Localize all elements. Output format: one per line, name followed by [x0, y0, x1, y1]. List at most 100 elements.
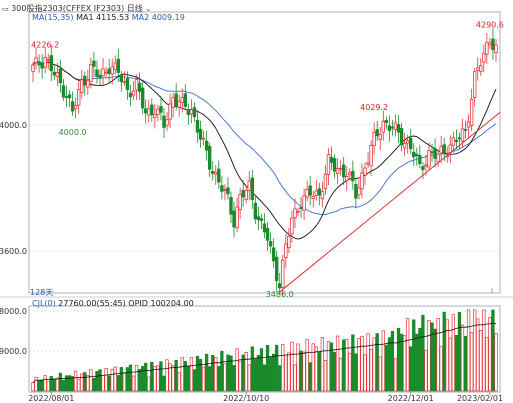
- candle-down: [329, 156, 334, 163]
- candle-up: [153, 114, 157, 119]
- volume-bar-up: [34, 377, 38, 392]
- volume-bar-up: [281, 344, 285, 392]
- volume-bar-down: [268, 356, 273, 392]
- volume-bar-down: [162, 375, 166, 392]
- candle-up: [439, 146, 443, 154]
- volume-bar-down: [220, 350, 224, 392]
- volume-bar-up: [80, 373, 84, 392]
- volume-bar-down: [463, 335, 468, 392]
- volume-bar-up: [77, 378, 81, 392]
- candle-up: [482, 52, 486, 63]
- instrument-header[interactable]: ▭ 300股指2303(CFFEX IF2303) 日线 ⌄: [2, 3, 151, 14]
- volume-bar-down: [40, 379, 44, 392]
- candle-down: [217, 168, 221, 183]
- volume-bar-up: [284, 354, 288, 392]
- price-annotation: 4000.0: [59, 128, 87, 137]
- chevron-down-icon[interactable]: ⌄: [145, 5, 152, 13]
- volume-bar-down: [415, 333, 419, 392]
- candle-up: [247, 180, 251, 191]
- volume-bar-up: [31, 382, 35, 392]
- ma1-line: [32, 61, 497, 240]
- volume-bar-up: [460, 324, 465, 392]
- volume-bar-up: [381, 330, 385, 392]
- volume-bar-down: [192, 369, 197, 392]
- price-panel-frame: [28, 11, 501, 294]
- volume-bar-down: [250, 346, 254, 392]
- candle-down: [198, 128, 203, 140]
- candle-up: [363, 167, 367, 176]
- volume-bar-up: [320, 337, 325, 392]
- candle-up: [201, 137, 206, 140]
- volume-bar-up: [357, 338, 361, 392]
- volume-bar-down: [442, 311, 446, 392]
- candle-down: [174, 93, 178, 107]
- volume-bar-up: [345, 339, 349, 392]
- candle-up: [180, 96, 184, 104]
- candle-up: [311, 196, 315, 199]
- volume-bar-down: [433, 328, 437, 392]
- volume-bar-up: [305, 339, 309, 392]
- ma1-label: MA1: [76, 13, 94, 22]
- ma-indicator-label[interactable]: MA(15,35): [32, 13, 74, 22]
- candle-down: [268, 241, 273, 247]
- price-annotation: 3486.0: [266, 290, 294, 299]
- ma1-value: 4115.53: [96, 13, 130, 22]
- volume-bar-up: [156, 365, 160, 392]
- candle-up: [244, 189, 248, 200]
- volume-bar-up: [393, 358, 398, 392]
- volume-bar-up: [168, 363, 172, 392]
- price-tick-label: 3600.0: [0, 247, 27, 256]
- volume-bar-up: [131, 375, 136, 392]
- candle-down: [250, 177, 255, 200]
- volume-bar-down: [342, 339, 346, 392]
- volume-bar-down: [67, 375, 72, 392]
- candle-up: [320, 191, 325, 200]
- candle-up: [177, 100, 181, 108]
- volume-bar-down: [354, 353, 358, 392]
- volume-bar-up: [153, 366, 157, 392]
- volume-bar-down: [275, 344, 279, 392]
- candle-up: [165, 119, 169, 126]
- candle-down: [211, 170, 215, 174]
- volume-bar-down: [329, 342, 334, 392]
- candle-up: [284, 243, 288, 258]
- volume-bar-down: [198, 359, 203, 392]
- volume-bar-down: [421, 314, 425, 392]
- volume-bar-down: [387, 337, 392, 392]
- candle-down: [418, 155, 422, 165]
- volume-bar-down: [256, 355, 261, 392]
- volume-bar-down: [412, 319, 416, 392]
- menu-icon[interactable]: ▭: [2, 5, 9, 13]
- candle-down: [278, 283, 282, 289]
- candle-up: [296, 210, 300, 213]
- candle-down: [232, 210, 236, 228]
- volume-bar-up: [427, 320, 431, 392]
- candle-down: [415, 153, 419, 157]
- candle-down: [116, 58, 120, 73]
- volume-bar-down: [150, 361, 154, 392]
- candle-down: [396, 124, 401, 133]
- volume-indicator-label[interactable]: CJL(0): [32, 299, 56, 308]
- candle-up: [469, 98, 474, 126]
- volume-bar-down: [83, 372, 87, 392]
- candle-up: [73, 104, 78, 109]
- volume-bar-up: [247, 364, 251, 392]
- candle-down: [128, 92, 133, 98]
- candle-up: [281, 259, 285, 288]
- candle-down: [259, 218, 264, 221]
- candle-down: [457, 137, 462, 140]
- candle-up: [34, 57, 38, 63]
- volume-bar-down: [183, 361, 187, 392]
- candle-down: [271, 247, 276, 262]
- volume-bar-down: [128, 364, 133, 392]
- candle-down: [253, 202, 258, 220]
- period-label[interactable]: 日线: [126, 4, 143, 13]
- volume-bar-down: [61, 379, 66, 392]
- volume-bar-up: [326, 341, 331, 392]
- candle-down: [341, 164, 346, 178]
- volume-bar-down: [52, 378, 56, 392]
- volume-ma-line: [32, 322, 497, 383]
- candle-down: [137, 82, 142, 92]
- candle-down: [58, 68, 63, 83]
